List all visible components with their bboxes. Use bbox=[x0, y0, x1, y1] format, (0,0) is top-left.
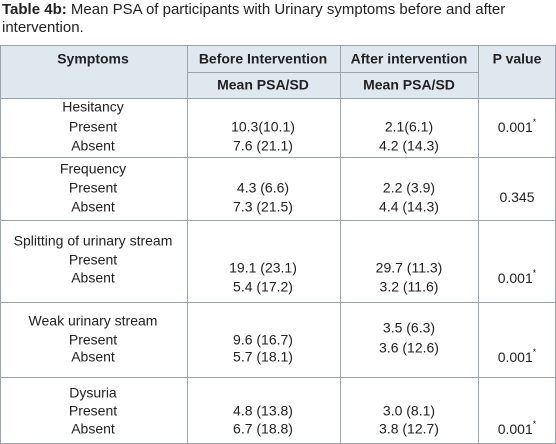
before-value: 4.8 (13.8) bbox=[233, 403, 293, 419]
before-value: 7.3 (21.5) bbox=[233, 199, 293, 215]
before-value: 7.6 (21.1) bbox=[233, 138, 293, 154]
before-value: 5.7 (18.1) bbox=[233, 349, 293, 365]
level: Absent bbox=[71, 138, 115, 154]
level: Absent bbox=[71, 270, 115, 286]
p-value-cell: 0.001* bbox=[498, 347, 537, 364]
header-cell: Before Intervention bbox=[199, 51, 327, 67]
symptom: Splitting of urinary stream bbox=[14, 233, 173, 249]
p-note: * bbox=[533, 117, 537, 127]
level: Present bbox=[69, 252, 117, 268]
subheader-cell: Mean PSA/SD bbox=[363, 77, 455, 93]
after-value: 3.2 (11.6) bbox=[380, 279, 439, 295]
p-value: 0.001 bbox=[498, 270, 533, 286]
before-value: 4.3 (6.6) bbox=[237, 180, 289, 196]
symptom: Frequency bbox=[60, 161, 126, 177]
p-note: * bbox=[533, 347, 537, 357]
caption-text: Mean PSA of participants with Urinary sy… bbox=[2, 1, 506, 36]
p-value-cell: 0.345 bbox=[499, 189, 534, 205]
after-value: 3.0 (8.1) bbox=[383, 403, 435, 419]
after-value: 3.5 (6.3) bbox=[383, 320, 435, 336]
level: Present bbox=[69, 403, 117, 419]
after-value: 3.6 (12.6) bbox=[379, 340, 439, 356]
symptom: Weak urinary stream bbox=[29, 313, 158, 329]
p-value-cell: 0.001* bbox=[498, 117, 537, 134]
header-bg bbox=[0, 45, 556, 98]
symptom: Hesitancy bbox=[62, 99, 123, 115]
before-value: 10.3(10.1) bbox=[231, 119, 295, 135]
level: Absent bbox=[71, 421, 115, 437]
caption: Table 4b: Mean PSA of participants with … bbox=[2, 1, 550, 37]
header-cell: After intervention bbox=[351, 51, 468, 67]
symptom: Dysuria bbox=[69, 385, 117, 401]
p-value: 0.001 bbox=[498, 421, 533, 437]
p-value-cell: 0.001* bbox=[498, 268, 537, 285]
header-cell: P value bbox=[493, 51, 542, 67]
subheader-cell: Mean PSA/SD bbox=[217, 77, 309, 93]
caption-label: Table 4b: bbox=[2, 1, 67, 18]
level: Present bbox=[69, 180, 117, 196]
after-value: 29.7 (11.3) bbox=[376, 260, 443, 276]
p-value: 0.001 bbox=[498, 119, 533, 135]
before-value: 6.7 (18.8) bbox=[233, 421, 293, 437]
level: Absent bbox=[71, 349, 115, 365]
level: Present bbox=[69, 119, 117, 135]
level: Present bbox=[69, 332, 117, 348]
after-value: 2.1(6.1) bbox=[385, 119, 433, 135]
before-value: 5.4 (17.2) bbox=[233, 279, 293, 295]
header-cell: Symptoms bbox=[57, 51, 129, 67]
level: Absent bbox=[71, 199, 115, 215]
p-value-cell: 0.001* bbox=[498, 419, 537, 436]
after-value: 4.4 (14.3) bbox=[379, 199, 439, 215]
after-value: 3.8 (12.7) bbox=[379, 421, 439, 437]
before-value: 9.6 (16.7) bbox=[233, 332, 293, 348]
p-note: * bbox=[533, 419, 537, 429]
after-value: 2.2 (3.9) bbox=[383, 180, 435, 196]
p-value: 0.345 bbox=[499, 189, 534, 205]
before-value: 19.1 (23.1) bbox=[229, 260, 297, 276]
p-value: 0.001 bbox=[498, 349, 533, 365]
after-value: 4.2 (14.3) bbox=[379, 138, 439, 154]
p-note: * bbox=[533, 268, 537, 278]
